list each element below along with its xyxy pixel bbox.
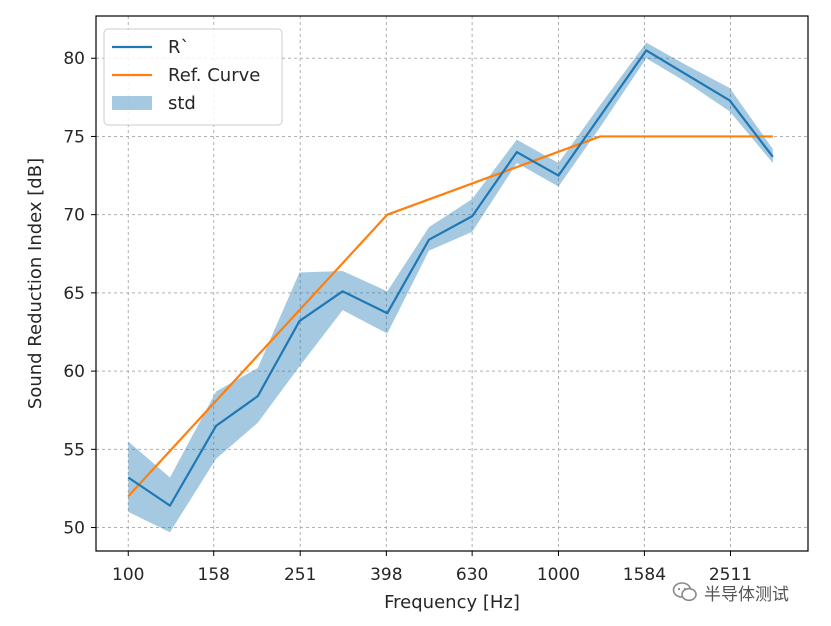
x-tick-label: 1000 — [537, 565, 580, 585]
y-axis-label: Sound Reduction Index [dB] — [25, 158, 46, 409]
legend-label-ref: Ref. Curve — [168, 65, 260, 86]
x-tick-label: 158 — [198, 565, 230, 585]
x-tick-label: 100 — [112, 565, 144, 585]
y-tick-label: 70 — [63, 206, 85, 226]
y-tick-label: 50 — [63, 519, 85, 539]
y-tick-label: 75 — [63, 127, 85, 147]
y-tick-label: 55 — [63, 440, 85, 460]
plot-frame — [95, 15, 809, 552]
x-tick-label: 251 — [284, 565, 316, 585]
legend-std-swatch — [112, 96, 152, 110]
wechat-icon — [672, 582, 697, 602]
y-tick-label: 65 — [63, 284, 85, 304]
std-band-layer — [128, 42, 773, 533]
std-band — [128, 42, 773, 533]
legend: R` Ref. Curve std — [103, 28, 283, 126]
x-axis-label: Frequency [Hz] — [384, 592, 520, 613]
x-tick-label: 1584 — [623, 565, 666, 585]
x-tick-label: 2511 — [709, 565, 752, 585]
r-series-line — [127, 49, 774, 507]
watermark: 半导体测试 — [672, 578, 822, 606]
x-tick-label: 398 — [370, 565, 402, 585]
y-tick-label: 60 — [63, 362, 85, 382]
watermark-text: 半导体测试 — [704, 584, 789, 605]
legend-label-r: R` — [168, 37, 190, 58]
grid — [96, 16, 808, 551]
legend-box — [103, 28, 283, 126]
y-tick-label: 80 — [63, 49, 85, 69]
series-lines — [127, 49, 774, 507]
ref-curve-line — [127, 135, 773, 497]
x-tick-label: 630 — [456, 565, 488, 585]
legend-label-std: std — [168, 93, 196, 114]
axis-ticks: 100 158 251 398 630 1000 1584 2511 50 55 60 65 70 75 8… — [63, 49, 752, 585]
